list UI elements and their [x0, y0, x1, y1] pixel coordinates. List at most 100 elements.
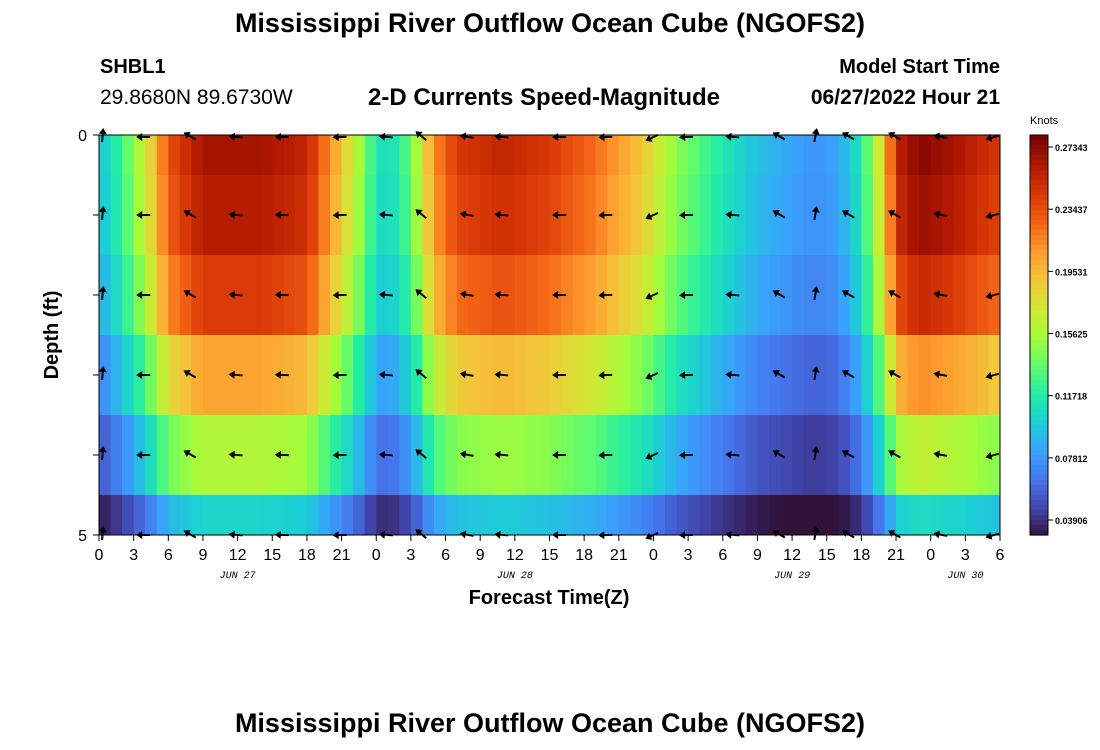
heatmap-cell	[249, 135, 262, 175]
colorbar-segment	[1030, 470, 1048, 476]
colorbar-tick-label: 0.23437	[1055, 205, 1088, 215]
heatmap-cell	[387, 415, 400, 495]
colorbar-segment	[1030, 270, 1048, 276]
colorbar: Knots 0.27343 0.23437 0.19531 0.15625 0.1171…	[1029, 115, 1088, 536]
heatmap-cell	[607, 335, 620, 415]
heatmap-cell	[295, 255, 308, 335]
heatmap-cell	[341, 335, 354, 415]
heatmap-cell	[896, 135, 909, 175]
heatmap-cell	[549, 495, 562, 535]
colorbar-segment	[1030, 445, 1048, 451]
heatmap-cell	[364, 175, 377, 255]
heatmap-cell	[595, 495, 608, 535]
heatmap-cell	[803, 495, 816, 535]
heatmap-cell	[607, 255, 620, 335]
heatmap-cell	[526, 415, 539, 495]
current-arrow	[415, 289, 427, 299]
current-arrow	[274, 450, 289, 459]
heatmap-cell	[410, 495, 424, 535]
x-tick-label: 9	[199, 547, 208, 564]
heatmap-cell	[896, 175, 909, 255]
colorbar-segment	[1030, 205, 1048, 211]
heatmap-cell	[445, 415, 458, 495]
heatmap-cell	[330, 135, 343, 175]
colorbar-segment	[1030, 500, 1048, 506]
x-tick-label: 21	[887, 547, 905, 564]
current-arrow	[228, 450, 243, 459]
current-arrow	[725, 370, 740, 379]
heatmap-cell	[757, 335, 770, 415]
colorbar-tick-label: 0.19531	[1055, 267, 1088, 277]
heatmap-cell	[734, 335, 747, 415]
heatmap-cell	[318, 335, 331, 415]
colorbar-segment	[1030, 170, 1048, 176]
heatmap-cell	[607, 175, 620, 255]
heatmap-cell	[468, 415, 481, 495]
heatmap-cell	[907, 135, 920, 175]
heatmap-cell	[445, 495, 458, 535]
heatmap-cell	[884, 135, 897, 175]
heatmap-cell	[919, 255, 932, 335]
heatmap-cell	[214, 495, 227, 535]
heatmap-cell	[283, 255, 296, 335]
heatmap-cell	[561, 335, 574, 415]
heatmap-cell	[168, 415, 181, 495]
current-arrow	[772, 370, 786, 379]
heatmap-cell	[711, 415, 724, 495]
heatmap-cell	[468, 495, 481, 535]
heatmap-cell	[110, 495, 123, 535]
heatmap-cell	[306, 135, 320, 175]
colorbar-segment	[1030, 375, 1048, 381]
heatmap-cell	[491, 135, 504, 175]
heatmap-cell	[399, 255, 412, 335]
heatmap-cell	[353, 335, 366, 415]
heatmap-cell	[110, 175, 123, 255]
colorbar-segment	[1030, 340, 1048, 346]
heatmap-cell	[907, 255, 920, 335]
heatmap-cell	[953, 335, 966, 415]
x-tick-label: 18	[575, 547, 593, 564]
current-arrow	[274, 210, 289, 219]
heatmap-cell	[122, 415, 135, 495]
heatmap-cell	[815, 255, 828, 335]
colorbar-tick-label: 0.03906	[1055, 516, 1088, 526]
heatmap-cell	[260, 255, 273, 335]
current-arrow	[645, 211, 659, 220]
heatmap-cell	[665, 415, 678, 495]
model-start-value: 06/27/2022 Hour 21	[810, 86, 1000, 109]
x-tick-label: 21	[610, 547, 628, 564]
heatmap-cell	[630, 335, 643, 415]
heatmap-cell	[618, 255, 631, 335]
heatmap-cell	[422, 135, 435, 175]
heatmap-cell	[953, 255, 966, 335]
y-tick-label: 0	[78, 128, 87, 145]
heatmap-cell	[792, 255, 805, 335]
heatmap-cell	[503, 415, 516, 495]
heatmap-cell	[953, 135, 966, 175]
heatmap-cell	[110, 255, 123, 335]
heatmap-cell	[214, 175, 227, 255]
current-arrow	[459, 290, 474, 299]
current-arrow	[985, 211, 1000, 220]
heatmap-cell	[514, 255, 527, 335]
colorbar-tick-label: 0.15625	[1055, 330, 1088, 340]
current-arrows	[98, 128, 1000, 541]
heatmap-cell	[353, 495, 366, 535]
y-axis-label: Depth (ft)	[41, 291, 63, 380]
heatmap-cell	[168, 175, 181, 255]
heatmap-cell	[306, 255, 320, 335]
heatmap-cell	[202, 255, 216, 335]
heatmap-cell	[214, 335, 227, 415]
current-arrow	[552, 371, 567, 379]
heatmap-cell	[584, 335, 597, 415]
current-arrow	[378, 450, 393, 459]
heatmap-cell	[711, 175, 724, 255]
date-label: JUN 28	[497, 571, 533, 582]
heatmap-cell	[907, 415, 920, 495]
date-label: JUN 27	[220, 571, 256, 582]
heatmap-cell	[191, 495, 204, 535]
current-arrow	[842, 370, 855, 379]
colorbar-tick-label: 0.27343	[1055, 143, 1088, 153]
heatmap-cell	[341, 135, 354, 175]
colorbar-segment	[1030, 220, 1048, 226]
